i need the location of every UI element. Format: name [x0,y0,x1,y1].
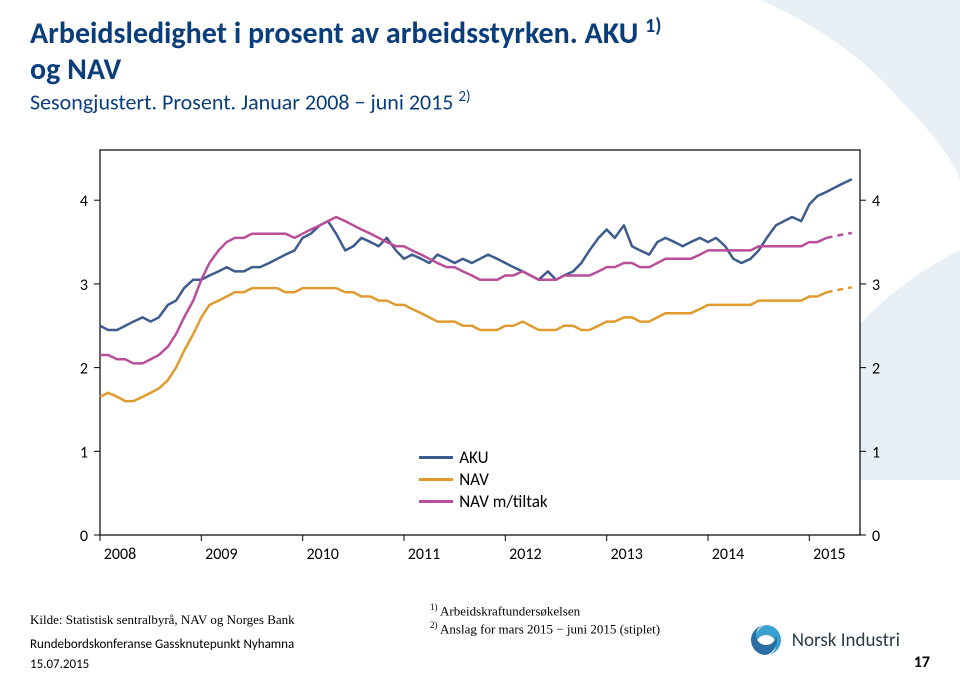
slide: Arbeidsledighet i prosent av arbeidsstyr… [0,0,960,688]
note-2: 2) Anslag for mars 2015 − juni 2015 (sti… [430,620,660,638]
chart: 0 0 1 1 2 2 3 3 4 4 2008 2009 2010 2011 2012 2013 2014 20… [50,140,910,570]
title-part1: Arbeidsledighet i prosent av arbeidsstyr… [30,15,645,52]
svg-text:2014: 2014 [712,545,744,564]
svg-text:2: 2 [872,360,880,379]
legend-label: NAV m/tiltak [459,491,547,512]
legend-item: NAV [419,468,547,490]
logo: Norsk Industri [748,622,900,658]
logo-text: Norsk Industri [792,629,900,652]
footer-conference: Rundebordskonferanse Gassknutepunkt Nyha… [30,637,294,652]
title-part2: og NAV [30,51,121,88]
svg-text:1: 1 [872,443,880,462]
subtitle: Sesongjustert. Prosent. Januar 2008 − ju… [30,88,930,115]
legend-item: NAV m/tiltak [419,490,547,512]
footer-date: 15.07.2015 [30,657,89,672]
svg-text:2010: 2010 [306,545,338,564]
legend-label: NAV [459,469,489,490]
title-line1: Arbeidsledighet i prosent av arbeidsstyr… [30,14,930,52]
legend-swatch [419,500,453,503]
title-line2: og NAV [30,52,930,88]
legend: AKUNAVNAV m/tiltak [419,446,547,512]
subtitle-part: Sesongjustert. Prosent. Januar 2008 − ju… [30,88,458,115]
source-text: Kilde: Statistisk sentralbyrå, NAV og No… [30,612,295,628]
title-sup1: 1) [645,14,661,38]
svg-text:2012: 2012 [509,545,541,564]
svg-text:3: 3 [872,276,880,295]
subtitle-sup: 2) [458,88,470,106]
svg-text:2013: 2013 [610,545,642,564]
svg-text:4: 4 [80,192,88,211]
footnotes: 1) Arbeidskraftundersøkelsen 2) Anslag f… [430,602,660,638]
svg-text:2015: 2015 [813,545,845,564]
svg-text:0: 0 [80,527,88,546]
legend-swatch [419,478,453,481]
svg-text:2: 2 [80,360,88,379]
legend-label: AKU [459,447,488,468]
svg-text:3: 3 [80,276,88,295]
legend-swatch [419,456,453,459]
legend-item: AKU [419,446,547,468]
svg-text:2009: 2009 [205,545,237,564]
svg-text:2011: 2011 [408,545,440,564]
slide-title: Arbeidsledighet i prosent av arbeidsstyr… [30,14,930,115]
svg-text:2008: 2008 [104,545,136,564]
svg-text:4: 4 [872,192,880,211]
note-1: 1) Arbeidskraftundersøkelsen [430,602,660,620]
svg-text:1: 1 [80,443,88,462]
svg-text:0: 0 [872,527,880,546]
logo-icon [748,622,784,658]
page-number: 17 [914,653,930,672]
